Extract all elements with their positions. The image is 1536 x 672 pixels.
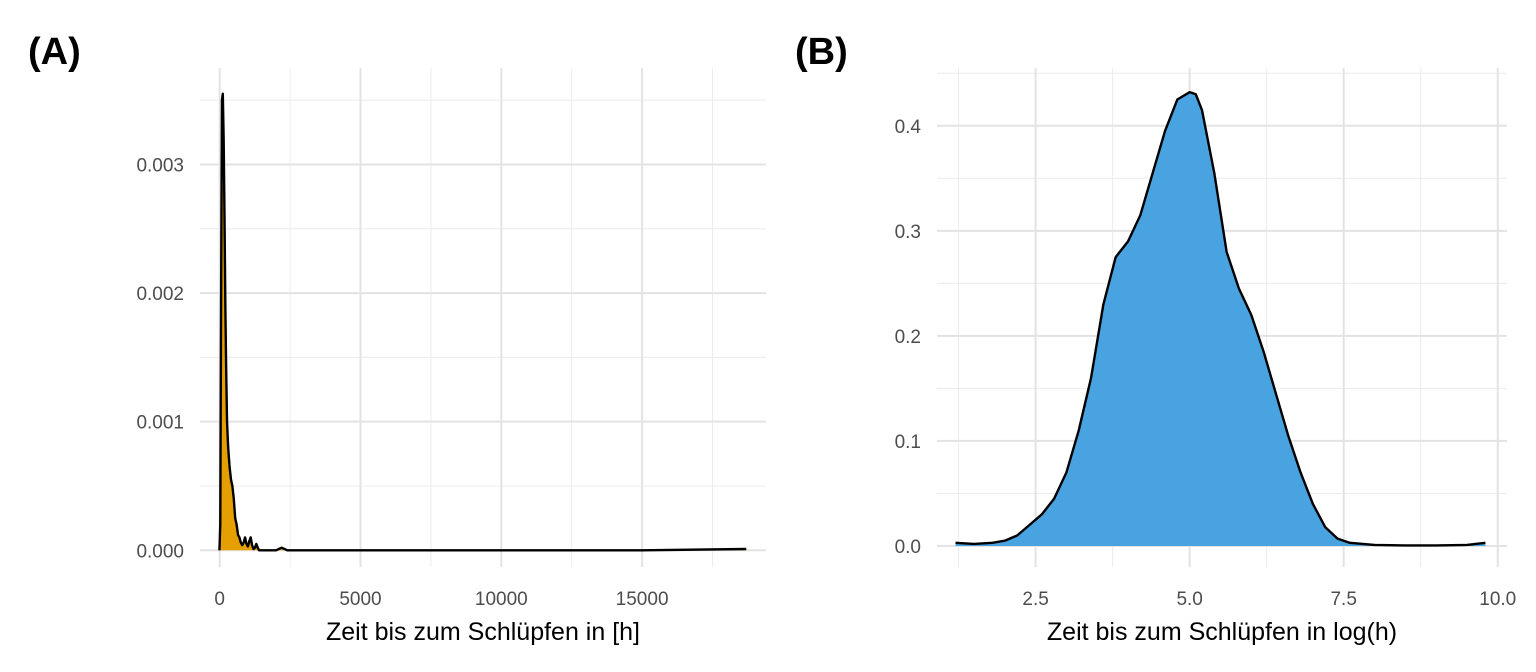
y-tick-label-b-4: 0.4 [895, 117, 922, 138]
y-tick-label-a-3: 0.003 [136, 155, 184, 176]
chart-panel-a: 0 5000 10000 15000 0.000 0.001 0.002 0.003 Zeit … [136, 68, 766, 646]
x-tick-label-b-0: 2.5 [1022, 589, 1048, 610]
y-tick-label-b-1: 0.1 [895, 432, 921, 453]
density-area-b [955, 92, 1486, 546]
x-tick-label-b-3: 10.0 [1479, 589, 1516, 610]
y-tick-label-a-2: 0.002 [136, 284, 184, 305]
x-tick-label-b-1: 5.0 [1176, 589, 1202, 610]
density-area-a [219, 93, 747, 551]
panel-a-label: (A) [28, 31, 81, 73]
x-tick-label-a-3: 15000 [616, 589, 669, 610]
x-axis-title-a: Zeit bis zum Schlüpfen in [h] [326, 618, 640, 646]
y-tick-label-a-0: 0.000 [136, 541, 184, 562]
y-tick-label-b-0: 0.0 [895, 537, 921, 558]
density-line-b [955, 90, 1486, 547]
y-tick-label-a-1: 0.001 [136, 413, 184, 434]
y-tick-label-b-3: 0.3 [895, 222, 921, 243]
x-axis-title-b: Zeit bis zum Schlüpfen in log(h) [1047, 618, 1397, 646]
y-tick-label-b-2: 0.2 [895, 327, 921, 348]
panel-b-label: (B) [795, 31, 848, 73]
x-tick-label-a-1: 5000 [339, 589, 381, 610]
x-tick-label-a-2: 10000 [475, 589, 528, 610]
x-tick-label-a-0: 0 [214, 589, 225, 610]
chart-panel-b: 2.5 5.0 7.5 10.0 0.0 0.1 0.2 0.3 0.4 Zeit bis zum… [895, 68, 1516, 646]
density-line-a [218, 92, 747, 552]
x-tick-label-b-2: 7.5 [1330, 589, 1356, 610]
